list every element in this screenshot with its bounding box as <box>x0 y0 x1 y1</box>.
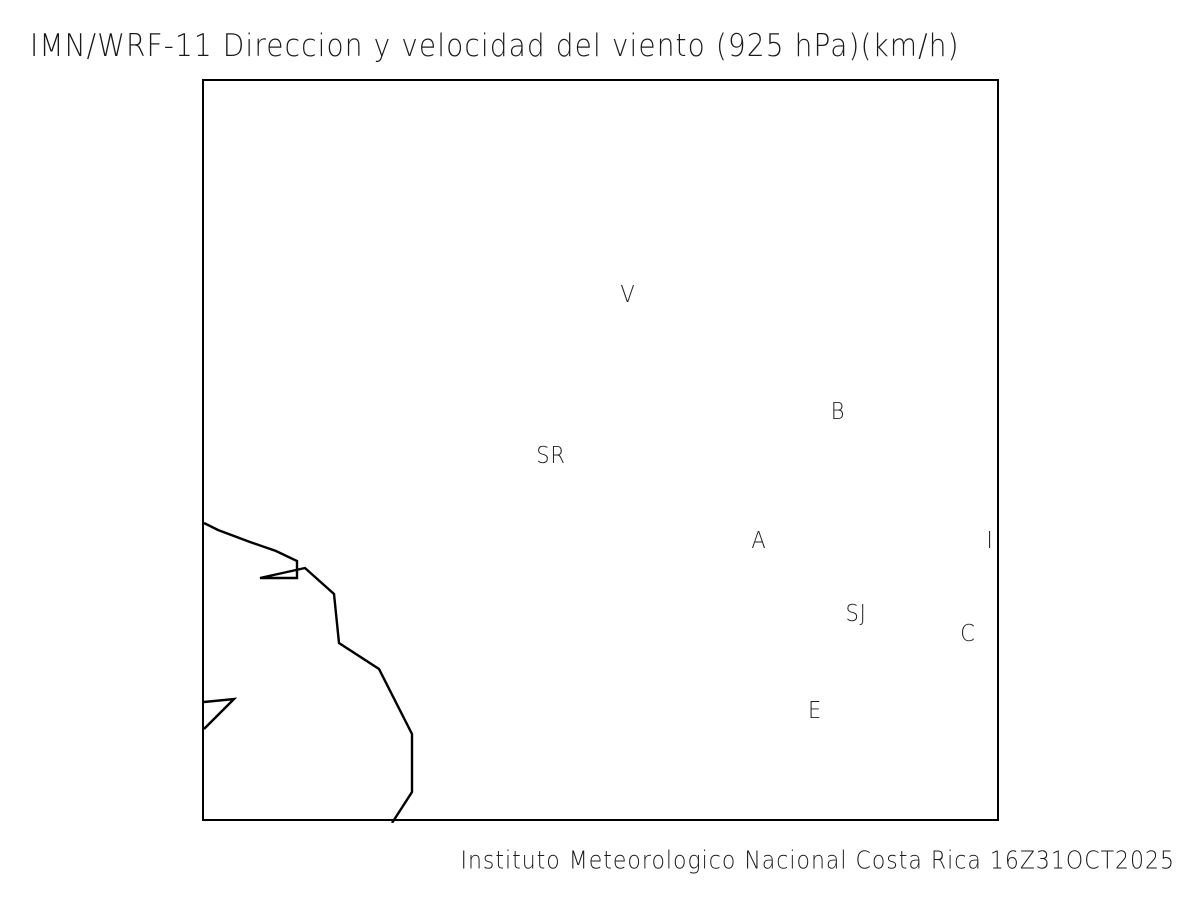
station-label-i: I <box>986 527 994 554</box>
coastline-pacific-main <box>204 521 414 823</box>
station-label-b: B <box>830 398 846 425</box>
map-plot-frame <box>202 79 999 823</box>
station-label-a: A <box>751 527 767 554</box>
station-label-v: V <box>620 281 636 308</box>
footer-credit: Instituto Meteorologico Nacional Costa R… <box>0 847 1175 876</box>
footer-text: Instituto Meteorologico Nacional Costa R… <box>460 847 1175 876</box>
station-label-sr: SR <box>536 442 566 469</box>
coastline-peninsula-lower <box>204 697 238 730</box>
station-label-c: C <box>960 620 976 647</box>
station-label-sj: SJ <box>845 600 867 627</box>
page-title: IMN/WRF-11 Direccion y velocidad del vie… <box>30 26 960 64</box>
station-label-e: E <box>807 697 823 724</box>
coastline-layer <box>204 521 414 823</box>
